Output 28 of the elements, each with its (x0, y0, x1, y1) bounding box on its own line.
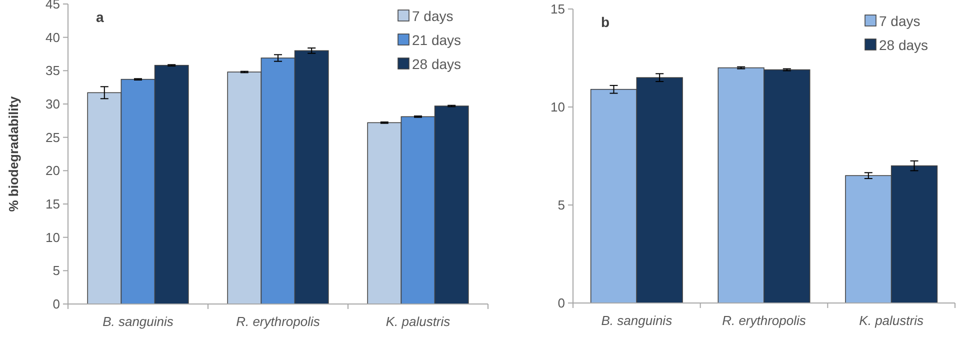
y-tick-label: 15 (550, 2, 565, 17)
legend-label: 7 days (879, 12, 920, 29)
y-tick-label: 0 (558, 296, 565, 311)
x-tick-label: B. sanguinis (601, 313, 673, 328)
y-tick-label: 45 (46, 0, 60, 12)
chart-title: a (96, 9, 104, 25)
y-tick-label: 30 (46, 96, 60, 112)
x-tick-label: K. palustris (859, 313, 924, 328)
x-tick-label: B. sanguinis (102, 314, 174, 329)
y-tick-label: 25 (46, 130, 60, 145)
chart-title: b (601, 14, 610, 30)
y-tick-label: 5 (52, 263, 60, 278)
y-tick-label: 40 (46, 30, 60, 45)
legend-label: 28 days (412, 56, 462, 72)
y-tick-label: 10 (550, 100, 565, 115)
y-tick-label: 35 (46, 63, 60, 78)
y-tick-label: 0 (52, 296, 60, 312)
y-axis-title: % biodegradability (6, 95, 21, 212)
x-tick-label: K. palustris (386, 314, 451, 329)
legend-label: 28 days (879, 36, 928, 53)
y-tick-label: 5 (558, 198, 565, 213)
legend-label: 7 days (412, 8, 454, 24)
y-tick-label: 15 (46, 196, 60, 212)
x-tick-label: R. erythropolis (236, 314, 320, 329)
x-tick-label: R. erythropolis (722, 313, 806, 328)
legend-label: 21 days (412, 32, 462, 48)
y-tick-label: 20 (46, 163, 60, 178)
y-tick-label: 10 (46, 230, 60, 245)
